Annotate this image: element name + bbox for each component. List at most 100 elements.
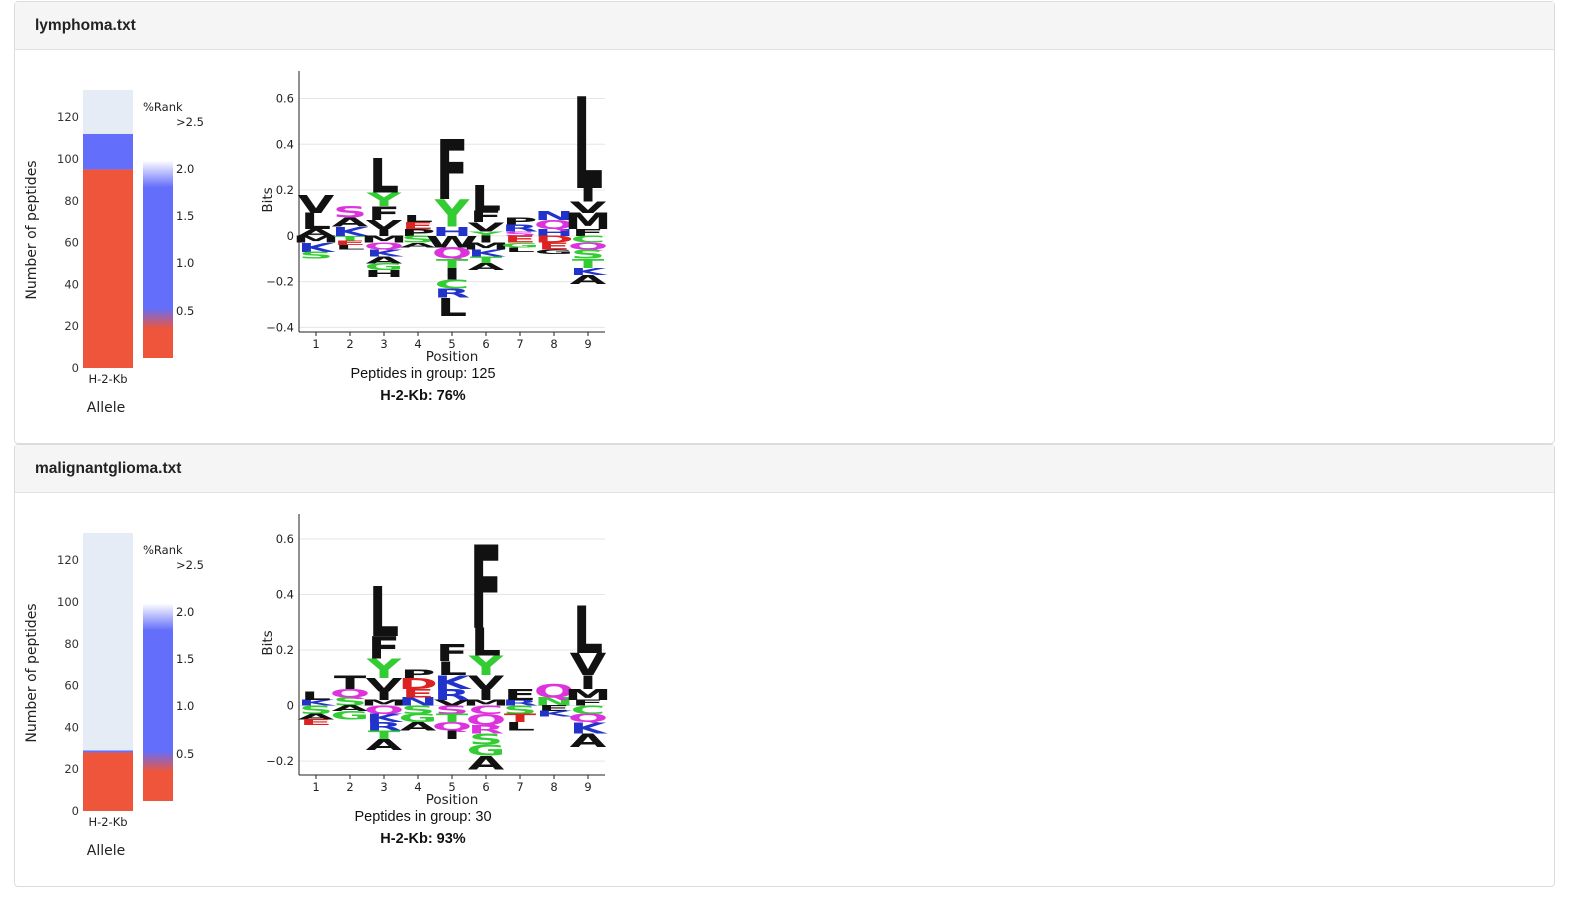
result-card: lymphoma.txt 0 20 40 60 80 100 120 H-2-Kb Allele…	[14, 1, 1555, 444]
y-axis-title: Bits	[260, 187, 276, 212]
logo-letter: I	[477, 686, 495, 704]
logo-letter: I	[375, 690, 393, 703]
x-tick-label: 4	[414, 780, 421, 794]
logo-letter: L	[369, 572, 399, 652]
colorbar-tick-label: 1.0	[176, 256, 194, 270]
y-tick-label: 20	[64, 762, 79, 776]
logo-letter: K	[332, 225, 370, 239]
colorbar-tick-label: 0.5	[176, 304, 194, 318]
card-header: lymphoma.txt	[15, 2, 1554, 50]
logo-letter: F	[470, 208, 502, 226]
logo-letter: C	[435, 277, 470, 291]
y-tick-label: 0	[72, 361, 79, 375]
logo-letter: A	[570, 273, 607, 287]
colorbar-tick-label: 2.0	[176, 162, 194, 176]
logo-letter: Q	[364, 241, 404, 252]
x-tick-label: 7	[516, 337, 523, 351]
logo-letter: L	[471, 179, 501, 219]
logo-letter: K	[298, 699, 337, 708]
logo-letter: G	[467, 742, 506, 760]
x-axis-title: Position	[426, 349, 479, 365]
logo-letter: R	[502, 223, 538, 234]
logo-letter: Q	[568, 241, 608, 252]
logo-letter: M	[462, 241, 509, 252]
logo-letter: V	[298, 190, 335, 219]
logo-letter: L	[335, 244, 365, 251]
logo-letter: C	[469, 704, 504, 717]
x-tick-label: 9	[584, 780, 591, 794]
y-tick-label: 0.6	[276, 91, 294, 105]
y-tick-label: 0.2	[276, 643, 294, 657]
rank-colorbar	[143, 593, 173, 801]
logo-letter: K	[468, 248, 507, 259]
logo-letter: A	[366, 736, 404, 754]
logo-letter: E	[538, 241, 570, 252]
logo-letter: S	[469, 731, 503, 749]
logo-letter: L	[471, 621, 501, 665]
x-tick-label: 4	[414, 337, 421, 351]
logo-letter: S	[435, 704, 469, 717]
logo-letter: L	[573, 593, 603, 668]
x-tick-label: 2	[346, 780, 353, 794]
logo-letter: T	[572, 257, 605, 271]
logo-letter: E	[402, 687, 434, 700]
logo-letter: Y	[468, 651, 505, 682]
logo-letter: T	[436, 257, 469, 271]
x-tick-label: H-2-Kb	[88, 815, 127, 829]
logo-letter: L	[505, 720, 535, 733]
bar-segment	[83, 750, 133, 753]
logo-letter: H	[364, 269, 404, 280]
logo-letter: G	[365, 262, 404, 273]
logo-letter: I	[579, 184, 597, 206]
y-axis-title: Number of peptides	[24, 603, 40, 742]
logo-letter: M	[564, 686, 611, 704]
logo-letter: A	[468, 262, 505, 273]
x-tick-label: 5	[448, 337, 455, 351]
logo-letter: Q	[364, 704, 404, 717]
logo-letter: R	[502, 699, 538, 708]
x-tick-label: 3	[380, 337, 387, 351]
logo-letter: K	[434, 671, 473, 694]
logo-letter: T	[334, 671, 367, 694]
logo-letter: T	[470, 255, 503, 266]
logo-letter: V	[434, 699, 472, 708]
x-tick-label: 6	[482, 780, 489, 794]
logo-letter: K	[570, 719, 609, 737]
logo-letter: E	[402, 220, 434, 231]
y-tick-label: 0	[287, 699, 294, 713]
logo-letter: G	[501, 242, 540, 249]
colorbar-tick-label: 0.5	[176, 747, 194, 761]
logo-letter: F	[436, 123, 468, 218]
logo-letter: K	[536, 710, 575, 719]
result-card: malignantglioma.txt 0 20 40 60 80 100 120 H-2-K…	[14, 444, 1555, 887]
x-tick-label: 1	[312, 780, 319, 794]
logo-letter: S	[299, 250, 333, 261]
logo-letter: I	[477, 234, 495, 245]
y-tick-label: 40	[64, 277, 79, 291]
logo-letter: A	[298, 227, 335, 238]
peptide-count-caption: Peptides in group: 125	[350, 366, 496, 382]
logo-letter: V	[570, 199, 608, 217]
logo-letter: L	[437, 293, 467, 322]
logo-letter: K	[298, 241, 336, 255]
logo-letter: G	[535, 248, 574, 255]
logo-letter: E	[538, 704, 570, 713]
colorbar-tick-label: 1.5	[176, 209, 194, 223]
logo-letter: M	[360, 234, 407, 245]
colorbar-tick-label: 1.0	[176, 699, 194, 713]
logo-letter: F	[368, 631, 400, 666]
logo-letter: F	[436, 640, 468, 667]
logo-letter: Y	[434, 192, 471, 236]
y-tick-label: 0.4	[276, 137, 294, 151]
logo-letter: L	[573, 73, 603, 219]
x-tick-label: H-2-Kb	[88, 372, 127, 386]
logo-letter: T	[368, 729, 401, 742]
logo-letter: M	[360, 699, 407, 708]
logo-letter: I	[443, 729, 461, 742]
y-tick-label: 40	[64, 720, 79, 734]
logo-letter: L	[403, 214, 433, 225]
logo-letter: A	[570, 729, 607, 752]
colorbar-tick-label: 2.0	[176, 605, 194, 619]
logo-letter: R	[468, 723, 504, 736]
y-tick-label: 120	[57, 553, 79, 567]
